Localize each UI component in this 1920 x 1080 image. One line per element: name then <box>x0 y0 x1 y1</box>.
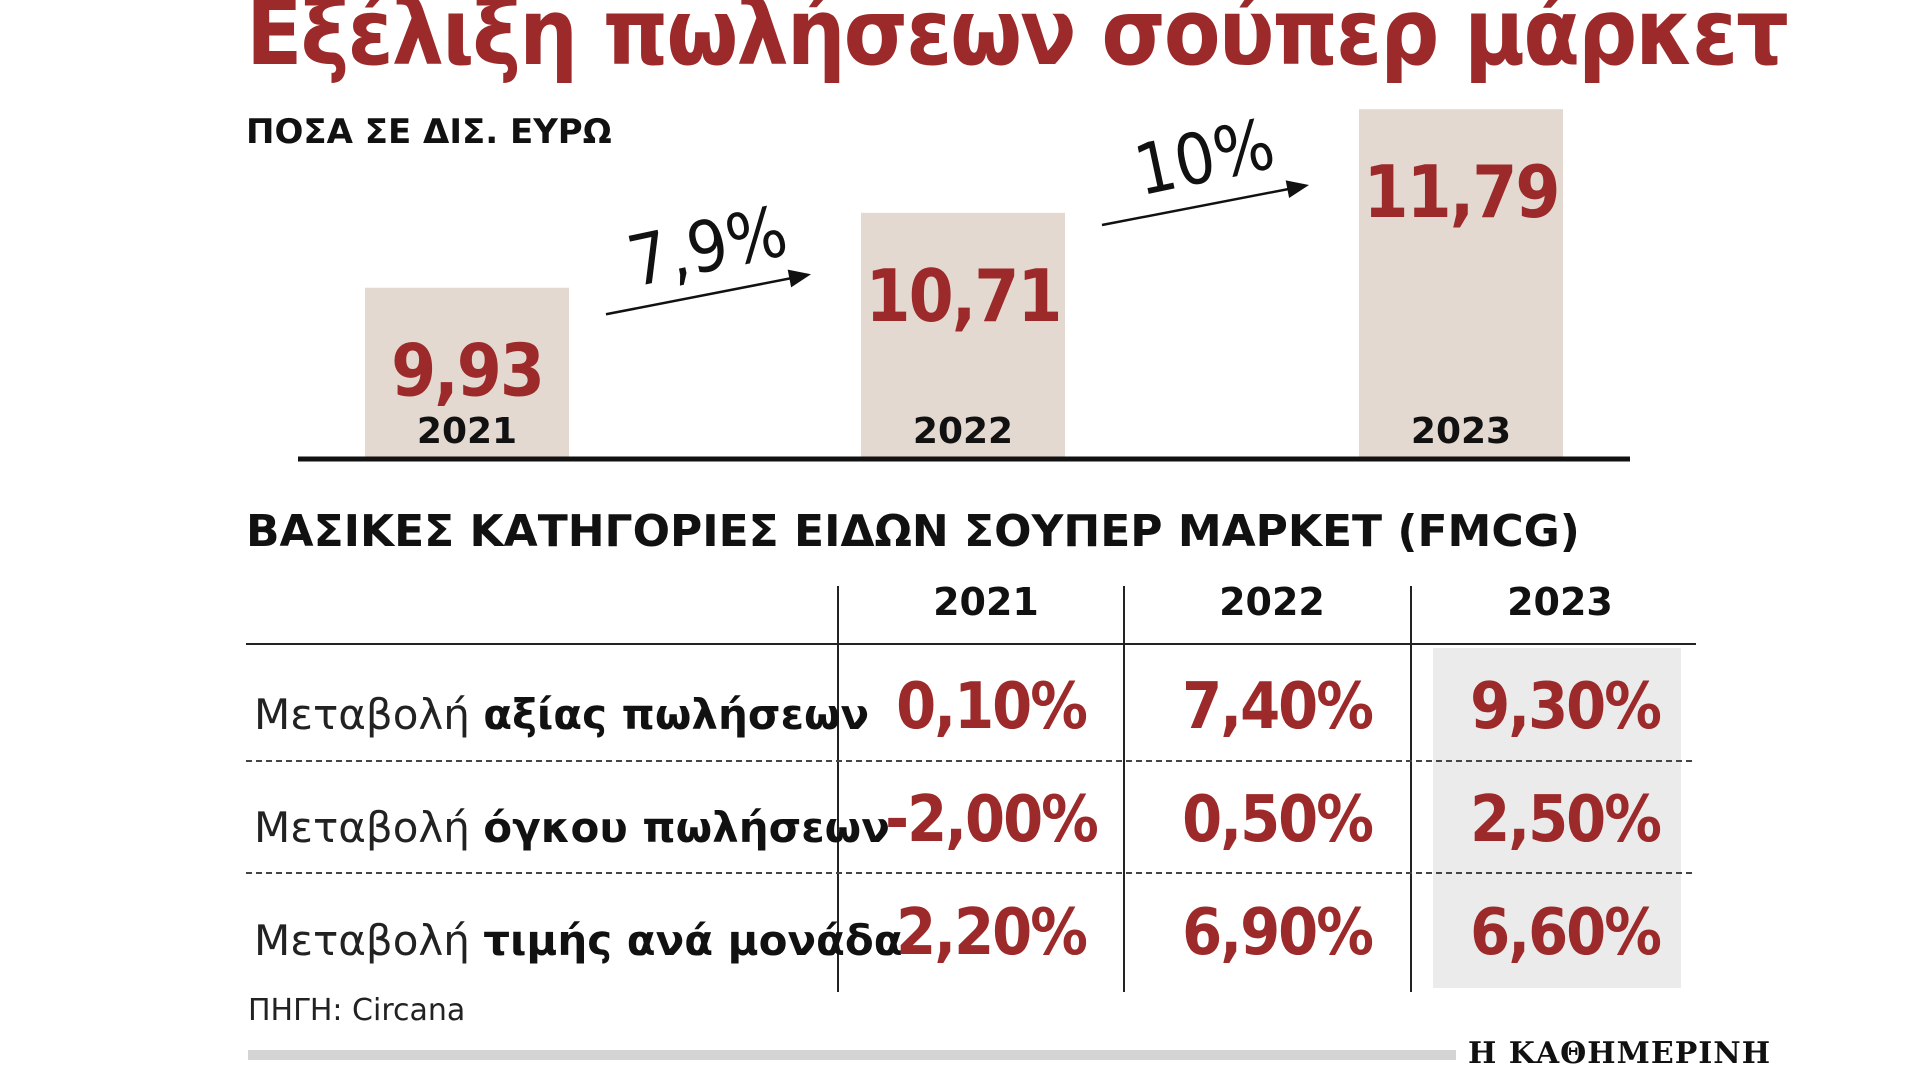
column-2023-highlight <box>1433 648 1681 988</box>
cell-unit-price-2022: 6,90% <box>1182 896 1374 970</box>
chart-title: Εξέλιξη πωλήσεων σούπερ μάρκετ <box>246 0 1789 86</box>
footer-rule <box>248 1050 1456 1060</box>
row-label-prefix: Μεταβολή <box>254 916 470 965</box>
growth-arrow-head <box>1285 180 1309 199</box>
cell-sales-value-2021: 0,10% <box>896 670 1088 744</box>
bar-category-label: 2021 <box>417 411 517 452</box>
column-header-2021: 2021 <box>933 580 1039 624</box>
bar-value-label: 10,71 <box>866 254 1061 338</box>
row-label-sales-value: Μεταβολή αξίας πωλήσεων <box>254 690 874 739</box>
cell-sales-volume-2022: 0,50% <box>1182 783 1374 857</box>
growth-arrow-line <box>1101 185 1300 227</box>
bar-2021 <box>365 287 569 457</box>
cell-sales-volume-2023: 2,50% <box>1470 783 1662 857</box>
row-label-unit-price: Μεταβολή τιμής ανά μονάδα <box>254 916 903 965</box>
cell-unit-price-2021: 2,20% <box>896 896 1088 970</box>
row-label-emphasis: τιμής ανά μονάδα <box>483 916 903 965</box>
cell-unit-price-2023: 6,60% <box>1470 896 1662 970</box>
cell-sales-value-2023: 9,30% <box>1470 670 1662 744</box>
table-header-rule <box>246 643 1696 645</box>
row-label-sales-volume: Μεταβολή όγκου πωλήσεων <box>254 803 890 852</box>
column-divider <box>1123 586 1125 992</box>
cell-sales-volume-2021: -2,00% <box>885 783 1099 857</box>
chart-subtitle: ΠΟΣΑ ΣΕ ΔΙΣ. ΕΥΡΩ <box>246 112 612 152</box>
cell-sales-value-2022: 7,40% <box>1182 670 1374 744</box>
bar-2022 <box>861 212 1065 457</box>
row-label-emphasis: αξίας πωλήσεων <box>483 690 870 739</box>
column-header-2023: 2023 <box>1507 580 1613 624</box>
growth-percent-label: 7,9% <box>621 190 795 303</box>
source-note: ΠΗΓΗ: Circana <box>248 993 466 1028</box>
publisher-logo: Η ΚΑΘΗΜΕΡΙΝΗ <box>1468 1036 1772 1071</box>
row-label-prefix: Μεταβολή <box>254 803 470 852</box>
bar-2023 <box>1359 109 1563 457</box>
row-divider <box>246 760 1692 762</box>
growth-arrow-line <box>605 275 802 316</box>
column-divider <box>837 586 839 992</box>
bar-value-label: 11,79 <box>1364 150 1559 234</box>
bar-value-label: 9,93 <box>391 329 543 413</box>
column-divider <box>1410 586 1412 992</box>
growth-arrow-head <box>787 269 811 288</box>
column-header-2022: 2022 <box>1219 580 1325 624</box>
row-divider <box>246 872 1692 874</box>
bar-category-label: 2022 <box>913 411 1013 452</box>
bar-category-label: 2023 <box>1411 411 1511 452</box>
table-title: ΒΑΣΙΚΕΣ ΚΑΤΗΓΟΡΙΕΣ ΕΙΔΩΝ ΣΟΥΠΕΡ ΜΑΡΚΕΤ (… <box>246 506 1580 557</box>
row-label-emphasis: όγκου πωλήσεων <box>483 803 890 852</box>
row-label-prefix: Μεταβολή <box>254 690 470 739</box>
